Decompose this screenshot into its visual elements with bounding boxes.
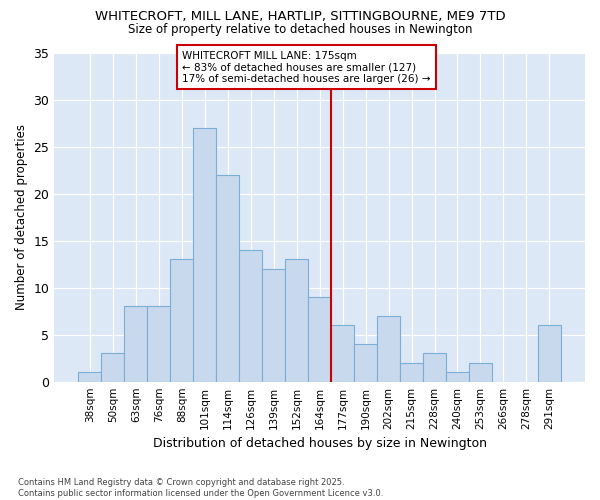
- Bar: [469, 363, 492, 382]
- Bar: [124, 306, 148, 382]
- Bar: [216, 175, 239, 382]
- Bar: [193, 128, 216, 382]
- Bar: [377, 316, 400, 382]
- Y-axis label: Number of detached properties: Number of detached properties: [15, 124, 28, 310]
- Bar: [446, 372, 469, 382]
- Bar: [285, 260, 308, 382]
- Bar: [148, 306, 170, 382]
- Bar: [79, 372, 101, 382]
- Bar: [170, 260, 193, 382]
- Bar: [239, 250, 262, 382]
- Text: Contains HM Land Registry data © Crown copyright and database right 2025.
Contai: Contains HM Land Registry data © Crown c…: [18, 478, 383, 498]
- Bar: [400, 363, 423, 382]
- Bar: [101, 354, 124, 382]
- Bar: [262, 269, 285, 382]
- Bar: [308, 297, 331, 382]
- Text: WHITECROFT, MILL LANE, HARTLIP, SITTINGBOURNE, ME9 7TD: WHITECROFT, MILL LANE, HARTLIP, SITTINGB…: [95, 10, 505, 23]
- Bar: [354, 344, 377, 382]
- X-axis label: Distribution of detached houses by size in Newington: Distribution of detached houses by size …: [152, 437, 487, 450]
- Text: WHITECROFT MILL LANE: 175sqm
← 83% of detached houses are smaller (127)
17% of s: WHITECROFT MILL LANE: 175sqm ← 83% of de…: [182, 50, 430, 84]
- Bar: [331, 325, 354, 382]
- Bar: [423, 354, 446, 382]
- Text: Size of property relative to detached houses in Newington: Size of property relative to detached ho…: [128, 22, 472, 36]
- Bar: [538, 325, 561, 382]
